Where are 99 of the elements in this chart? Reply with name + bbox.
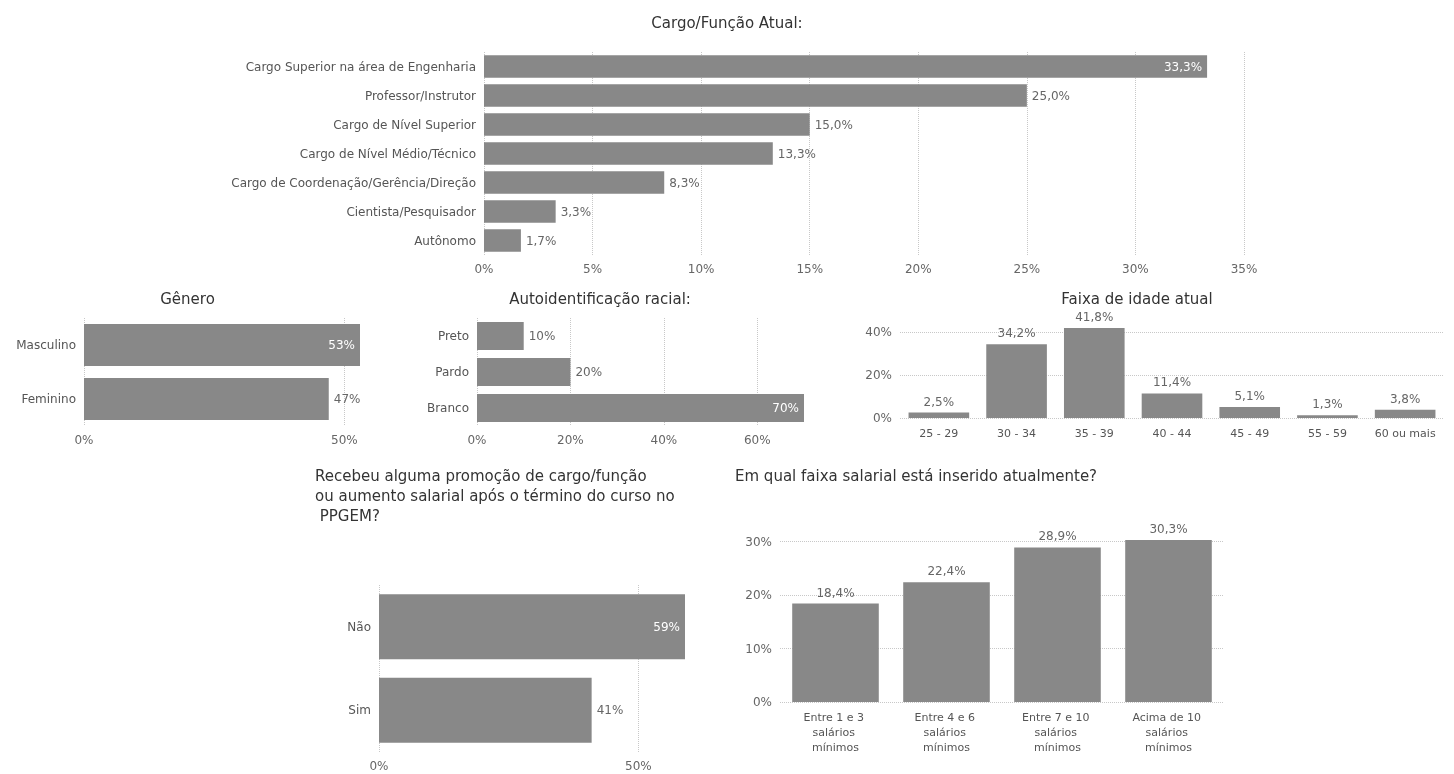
data-label: 3,8% <box>1389 391 1421 406</box>
x-tick-label: 60% <box>743 433 771 447</box>
x-tick-label: 30% <box>1122 262 1149 276</box>
y-tick-label: Preto <box>437 329 469 343</box>
y-tick-label: Cientista/Pesquisador <box>346 204 477 219</box>
x-tick-label: 40% <box>650 433 678 447</box>
chart-title: Em qual faixa salarial está inserido atualmente? <box>735 467 1098 485</box>
bar <box>792 603 879 702</box>
x-tick-label: 25% <box>1013 262 1041 276</box>
data-label: 33,3% <box>1163 59 1203 74</box>
bar <box>477 393 804 423</box>
data-label: 13,3% <box>777 146 816 161</box>
bar <box>1374 409 1436 418</box>
x-tick-label: 0% <box>467 433 487 447</box>
x-tick-label: Entre 7 e 10 salários mínimos <box>1021 711 1094 754</box>
y-tick-label: Sim <box>348 703 371 718</box>
bar <box>986 344 1047 418</box>
x-tick-label: 20% <box>557 433 584 447</box>
x-tick-label: 60 ou mais <box>1374 427 1436 440</box>
y-tick-label: 30% <box>745 534 772 549</box>
data-label: 47% <box>333 392 361 406</box>
x-tick-label: 15% <box>796 262 824 276</box>
y-tick-label: Cargo de Nível Superior <box>333 117 477 132</box>
data-label: 2,5% <box>923 394 955 409</box>
bar <box>1014 547 1101 702</box>
y-tick-label: 20% <box>745 588 772 603</box>
data-label: 59% <box>653 619 680 634</box>
data-label: 18,4% <box>816 585 855 600</box>
data-label: 3,3% <box>560 204 592 219</box>
bar <box>484 229 521 252</box>
bar <box>477 321 524 351</box>
bar <box>1219 407 1281 418</box>
bar <box>484 55 1208 78</box>
bar <box>477 357 571 387</box>
chart-title: Autoidentificação racial: <box>509 290 691 308</box>
x-tick-label: 0% <box>474 262 494 276</box>
x-tick-label: 50% <box>331 433 358 447</box>
x-tick-label: 55 - 59 <box>1307 427 1347 440</box>
data-label: 25,0% <box>1031 88 1070 103</box>
y-tick-label: Não <box>347 619 371 634</box>
y-tick-label: 40% <box>865 324 892 339</box>
x-tick-label: Entre 1 e 3 salários mínimos <box>803 711 868 754</box>
bar <box>1297 415 1358 418</box>
bar <box>484 142 773 165</box>
x-tick-label: 0% <box>74 433 94 447</box>
data-label: 1,3% <box>1312 397 1343 412</box>
y-tick-label: Pardo <box>435 365 469 379</box>
x-tick-label: 25 - 29 <box>919 427 959 440</box>
bar <box>484 113 810 136</box>
x-tick-label: 10% <box>687 262 715 276</box>
x-tick-label: Acima de 10 salários mínimos <box>1132 711 1205 754</box>
data-label: 34,2% <box>997 326 1036 341</box>
data-label: 8,3% <box>669 175 700 190</box>
x-tick-label: 50% <box>624 759 652 773</box>
y-tick-label: Branco <box>426 401 469 415</box>
data-label: 11,4% <box>1152 375 1192 390</box>
x-tick-label: 40 - 44 <box>1152 427 1192 440</box>
data-label: 28,9% <box>1038 529 1077 544</box>
y-tick-label: 10% <box>745 641 772 656</box>
x-tick-label: 35% <box>1230 262 1258 276</box>
x-tick-label: Entre 4 e 6 salários mínimos <box>914 711 979 754</box>
bar <box>903 582 990 702</box>
bar <box>1063 328 1125 418</box>
y-tick-label: Masculino <box>16 338 76 352</box>
chart-title: Cargo/Função Atual: <box>651 14 803 32</box>
data-label: 30,3% <box>1149 522 1188 536</box>
x-tick-label: 20% <box>904 262 932 276</box>
y-tick-label: Professor/Instrutor <box>364 88 477 103</box>
x-tick-label: 5% <box>583 262 603 276</box>
y-tick-label: Cargo de Coordenação/Gerência/Direção <box>231 175 476 190</box>
x-tick-label: 45 - 49 <box>1230 427 1270 440</box>
bar <box>484 84 1027 107</box>
chart-title: Gênero <box>160 290 215 308</box>
data-label: 10% <box>528 329 556 343</box>
y-tick-label: Feminino <box>21 392 76 406</box>
data-label: 22,4% <box>927 564 966 579</box>
y-tick-label: 0% <box>872 411 892 425</box>
data-label: 70% <box>772 401 799 415</box>
y-tick-label: 0% <box>752 695 772 709</box>
bar <box>1141 393 1203 418</box>
bar <box>1125 540 1212 702</box>
bar <box>908 412 970 418</box>
data-label: 53% <box>328 338 355 352</box>
x-tick-label: 35 - 39 <box>1074 427 1114 440</box>
y-tick-label: Cargo de Nível Médio/Técnico <box>299 146 476 161</box>
data-label: 15,0% <box>814 117 853 132</box>
y-tick-label: 20% <box>865 367 892 382</box>
chart-title: Recebeu alguma promoção de cargo/função ou aumento salarial após o término do curso no PPGEM? <box>315 467 675 525</box>
chart-title: Faixa de idade atual <box>1061 290 1213 308</box>
x-tick-label: 30 - 34 <box>997 427 1037 440</box>
data-label: 1,7% <box>525 233 557 248</box>
y-tick-label: Autônomo <box>414 233 476 248</box>
data-label: 41% <box>596 703 624 718</box>
bar <box>484 171 665 194</box>
data-label: 41,8% <box>1075 310 1114 324</box>
data-label: 5,1% <box>1234 389 1265 404</box>
data-label: 20% <box>575 365 603 379</box>
y-tick-label: Cargo Superior na área de Engenharia <box>245 59 476 74</box>
bar <box>484 200 556 223</box>
